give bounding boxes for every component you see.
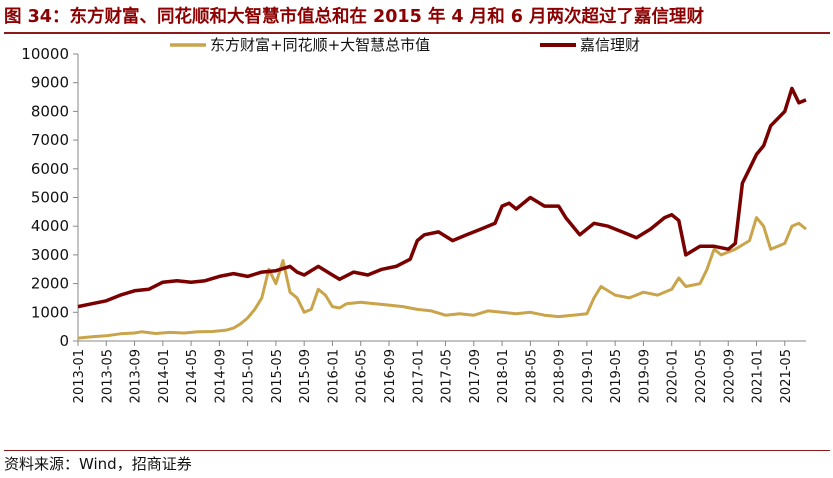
y-tick-label: 10000 <box>21 45 69 63</box>
x-tick-label: 2021-05 <box>779 349 794 403</box>
y-tick-label: 4000 <box>31 217 69 235</box>
title-divider <box>4 32 830 34</box>
x-tick-label: 2020-05 <box>694 349 709 403</box>
chart-title: 图 34：东方财富、同花顺和大智慧市值总和在 2015 年 4 月和 6 月两次… <box>4 7 705 27</box>
x-tick-label: 2017-09 <box>468 349 483 403</box>
x-tick-label: 2018-09 <box>553 349 568 403</box>
x-tick-label: 2017-01 <box>411 349 426 403</box>
x-tick-label: 2016-09 <box>383 349 398 403</box>
line-chart: 0 1000 2000 3000 4000 5000 6000 7000 8000 9000 100… <box>21 36 807 403</box>
x-tick-label: 2013-09 <box>129 349 144 403</box>
legend-label: 东方财富+同花顺+大智慧总市值 <box>210 36 430 54</box>
x-tick-label: 2019-01 <box>581 349 596 403</box>
x-tick-label: 2021-01 <box>751 349 766 403</box>
x-tick-label: 2018-01 <box>496 349 511 403</box>
y-tick-label: 0 <box>59 332 69 350</box>
legend: 东方财富+同花顺+大智慧总市值 嘉信理财 <box>170 36 640 54</box>
source-divider <box>4 450 830 451</box>
y-tick-label: 5000 <box>31 189 69 207</box>
y-tick-label: 9000 <box>31 74 69 92</box>
x-tick-label: 2013-05 <box>100 349 115 403</box>
y-tick-label: 1000 <box>31 303 69 321</box>
y-tick-label: 8000 <box>31 102 69 120</box>
legend-label: 嘉信理财 <box>580 36 640 54</box>
x-tick-label: 2019-05 <box>609 349 624 403</box>
x-tick-label: 2015-09 <box>298 349 313 403</box>
y-axis: 0 1000 2000 3000 4000 5000 6000 7000 8000 9000 100… <box>21 45 79 350</box>
x-tick-label: 2019-09 <box>637 349 652 403</box>
x-axis: 2013-01 2013-05 2013-09 2014-01 2014-05 2014-… <box>72 340 806 403</box>
source-note: 资料来源：Wind，招商证券 <box>4 455 192 473</box>
x-tick-label: 2013-01 <box>72 349 87 403</box>
y-tick-label: 2000 <box>31 275 69 293</box>
series-line-2 <box>77 86 807 309</box>
x-tick-label: 2017-05 <box>440 349 455 403</box>
x-tick-label: 2016-01 <box>326 349 341 403</box>
x-tick-label: 2015-01 <box>242 349 257 403</box>
x-tick-label: 2015-05 <box>270 349 285 403</box>
series-line-1 <box>77 216 807 340</box>
series-layer <box>77 86 807 340</box>
x-tick-label: 2014-01 <box>157 349 172 403</box>
x-tick-label: 2020-09 <box>722 349 737 403</box>
y-tick-label: 3000 <box>31 246 69 264</box>
y-tick-label: 7000 <box>31 131 69 149</box>
x-tick-label: 2014-05 <box>185 349 200 403</box>
y-tick-label: 6000 <box>31 160 69 178</box>
x-tick-label: 2016-05 <box>355 349 370 403</box>
x-tick-label: 2018-05 <box>524 349 539 403</box>
x-tick-label: 2020-01 <box>666 349 681 403</box>
x-tick-label: 2014-09 <box>213 349 228 403</box>
